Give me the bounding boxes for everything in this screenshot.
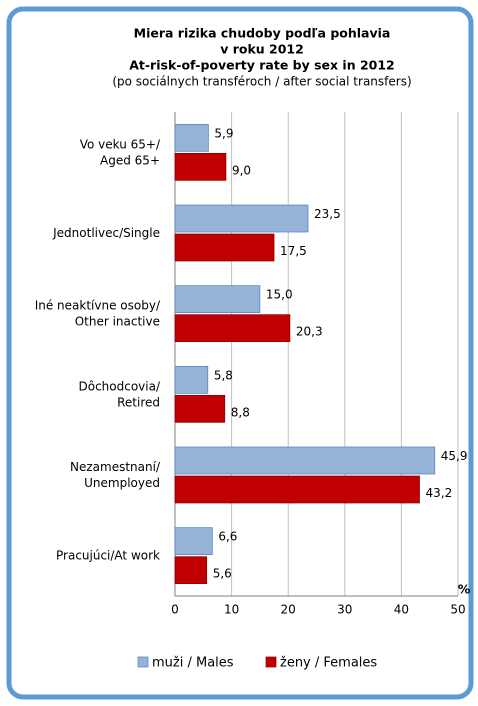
y-tick-label: Jednotlivec/Single <box>52 226 160 240</box>
data-label: 20,3 <box>296 325 323 339</box>
bar <box>174 475 420 504</box>
x-tick-label: 10 <box>224 603 239 617</box>
y-tick-label-line: Pracujúci/At work <box>56 548 160 562</box>
bar <box>174 394 226 423</box>
legend-swatch <box>265 656 277 668</box>
data-label: 23,5 <box>314 207 341 221</box>
chart-title: At-risk-of-poverty rate by sex in 2012 <box>129 58 395 73</box>
legend-label: ženy / Females <box>280 656 377 671</box>
bar <box>174 446 436 475</box>
data-label: 45,9 <box>441 449 468 463</box>
y-tick-label-line: Aged 65+ <box>100 153 160 167</box>
legend-label: muži / Males <box>152 656 234 671</box>
x-axis-label: % <box>458 582 471 597</box>
frame <box>6 6 474 700</box>
bar <box>174 233 275 262</box>
legend-swatch <box>137 656 149 668</box>
y-tick-label-line: Dôchodcovia/ <box>78 379 160 393</box>
y-tick-label-line: Retired <box>117 395 160 409</box>
data-label: 8,8 <box>231 405 250 419</box>
y-tick-label-line: Nezamestnaní/ <box>70 460 161 474</box>
bar <box>174 527 213 556</box>
x-tick-label: 50 <box>450 603 465 617</box>
x-tick-label: 30 <box>337 603 352 617</box>
bar <box>174 123 209 152</box>
data-label: 9,0 <box>232 163 251 177</box>
y-tick-label: Vo veku 65+/ Aged 65+ <box>80 137 161 167</box>
data-label: 6,6 <box>218 530 237 544</box>
y-tick-label-line: Vo veku 65+/ <box>80 137 161 151</box>
data-label: 5,6 <box>213 567 232 581</box>
data-label: 5,8 <box>214 368 233 382</box>
bar <box>174 204 309 233</box>
chart-title: Miera rizika chudoby podľa pohlavia <box>134 26 391 41</box>
data-label: 43,2 <box>426 486 453 500</box>
y-tick-label: Nezamestnaní/Unemployed <box>70 460 161 490</box>
chart-title: v roku 2012 <box>220 42 304 57</box>
y-tick-label-line: Jednotlivec/Single <box>52 226 160 240</box>
data-label: 5,9 <box>214 126 233 140</box>
bar <box>174 556 208 585</box>
y-tick-label-line: Unemployed <box>84 476 160 490</box>
y-tick-label-line: Iné neaktívne osoby/ <box>35 298 161 312</box>
data-label: 15,0 <box>266 288 293 302</box>
y-tick-label: Pracujúci/At work <box>56 548 160 562</box>
x-tick-label: 20 <box>281 603 296 617</box>
bar <box>174 152 227 181</box>
x-tick-label: 0 <box>171 603 179 617</box>
y-tick-label: Dôchodcovia/Retired <box>78 379 160 409</box>
bar <box>174 285 261 314</box>
chart-subtitle: (po sociálnych transféroch / after socia… <box>112 75 411 89</box>
data-label: 17,5 <box>280 244 307 258</box>
y-tick-label-line: Other inactive <box>75 314 160 328</box>
x-tick-label: 40 <box>394 603 409 617</box>
bar <box>174 365 209 394</box>
y-tick-label: Iné neaktívne osoby/Other inactive <box>35 298 161 328</box>
bar <box>174 314 291 343</box>
